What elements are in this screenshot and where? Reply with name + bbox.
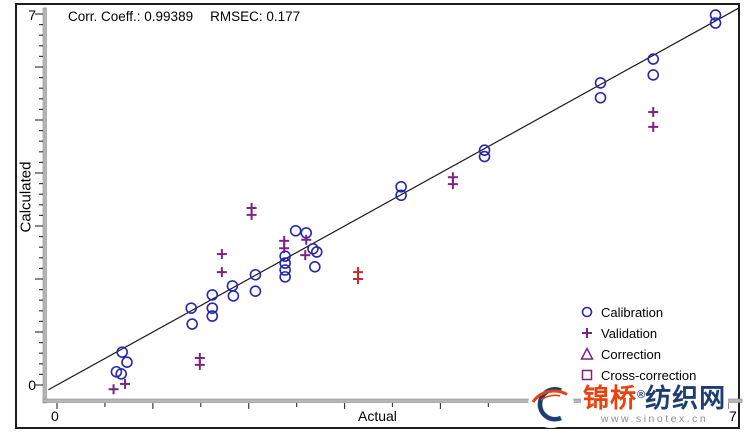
legend-item-cross-correction: Cross-correction xyxy=(579,366,696,384)
stats-annotation: Corr. Coeff.: 0.99389 RMSEC: 0.177 xyxy=(68,9,300,24)
watermark: 锦桥®纺织网 www.sinotex.cn xyxy=(514,382,729,428)
x-axis-min-tick-label: 0 xyxy=(51,408,59,424)
legend-label: Calibration xyxy=(601,304,664,320)
legend-label: Correction xyxy=(601,346,661,362)
cross-correction-square-icon xyxy=(581,369,593,381)
y-axis-min-tick-label: 0 xyxy=(28,377,36,393)
rmsec-value: RMSEC: 0.177 xyxy=(210,9,301,24)
legend-item-calibration: Calibration xyxy=(579,303,696,321)
watermark-brand-navy: 纺织网 xyxy=(645,383,727,413)
watermark-brand-text: 锦桥®纺织网 xyxy=(581,382,729,413)
validation-plus-icon xyxy=(582,328,592,338)
legend-label: Validation xyxy=(601,325,658,341)
chart-outer-border xyxy=(15,3,740,429)
legend-item-validation: Validation xyxy=(579,324,696,342)
y-axis-max-tick-label: 7 xyxy=(28,7,36,23)
legend-label: Cross-correction xyxy=(601,367,697,383)
legend-item-correction: Correction xyxy=(579,345,696,363)
x-axis-max-tick-label: 7 xyxy=(729,408,737,424)
watermark-globe-icon xyxy=(528,382,574,428)
registered-trademark-icon: ® xyxy=(637,389,646,401)
watermark-url: www.sinotex.cn xyxy=(600,413,709,425)
correction-triangle-icon xyxy=(580,346,594,360)
calibration-circle-icon xyxy=(581,306,593,318)
y-axis-title: Calculated xyxy=(17,161,35,233)
watermark-brand-orange: 锦桥 xyxy=(583,383,638,413)
x-axis-title: Actual xyxy=(358,408,397,424)
corr-coeff-value: Corr. Coeff.: 0.99389 xyxy=(68,9,194,24)
legend: Calibration Validation Correction Cross-… xyxy=(579,303,696,384)
